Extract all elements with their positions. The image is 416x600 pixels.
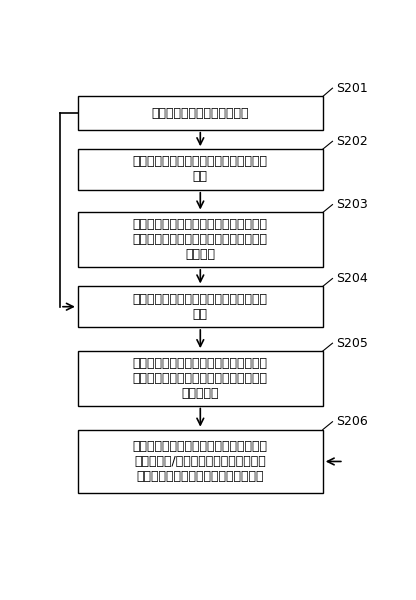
FancyBboxPatch shape [78, 351, 323, 406]
Text: 在所述预设数频率和所述预设数带宽的条
件下从阶跃响应信号的频谱成分中抽取第
二频率信号: 在所述预设数频率和所述预设数带宽的条 件下从阶跃响应信号的频谱成分中抽取第 二频… [133, 357, 268, 400]
Text: S204: S204 [336, 272, 367, 285]
FancyBboxPatch shape [78, 97, 323, 130]
Text: S206: S206 [336, 415, 367, 428]
Text: 识别接入的阶跃激励信号中所包含的频谱
成分: 识别接入的阶跃激励信号中所包含的频谱 成分 [133, 155, 268, 184]
FancyBboxPatch shape [78, 149, 323, 190]
FancyBboxPatch shape [78, 212, 323, 267]
Text: S202: S202 [336, 135, 367, 148]
FancyBboxPatch shape [78, 430, 323, 493]
Text: 识别接入的阶跃响应信号中所包含的频谱
成分: 识别接入的阶跃响应信号中所包含的频谱 成分 [133, 293, 268, 320]
FancyBboxPatch shape [78, 286, 323, 327]
Text: S201: S201 [336, 82, 367, 95]
Text: 比较所述第一频率信号和所述第二频率信
号的幅值和/相位，获得所述阶跃激励信
号和所述阶跃响应信号之间的频率特性: 比较所述第一频率信号和所述第二频率信 号的幅值和/相位，获得所述阶跃激励信 号和… [133, 440, 268, 483]
Text: S205: S205 [336, 337, 368, 350]
Text: 设置预设数频率和预设数带宽: 设置预设数频率和预设数带宽 [151, 107, 249, 119]
Text: 在所述预设数频率和所述预设数带宽的条
件下从阶跃激励信号频谱成分中抽取第一
频率信号: 在所述预设数频率和所述预设数带宽的条 件下从阶跃激励信号频谱成分中抽取第一 频率… [133, 218, 268, 261]
Text: S203: S203 [336, 198, 367, 211]
